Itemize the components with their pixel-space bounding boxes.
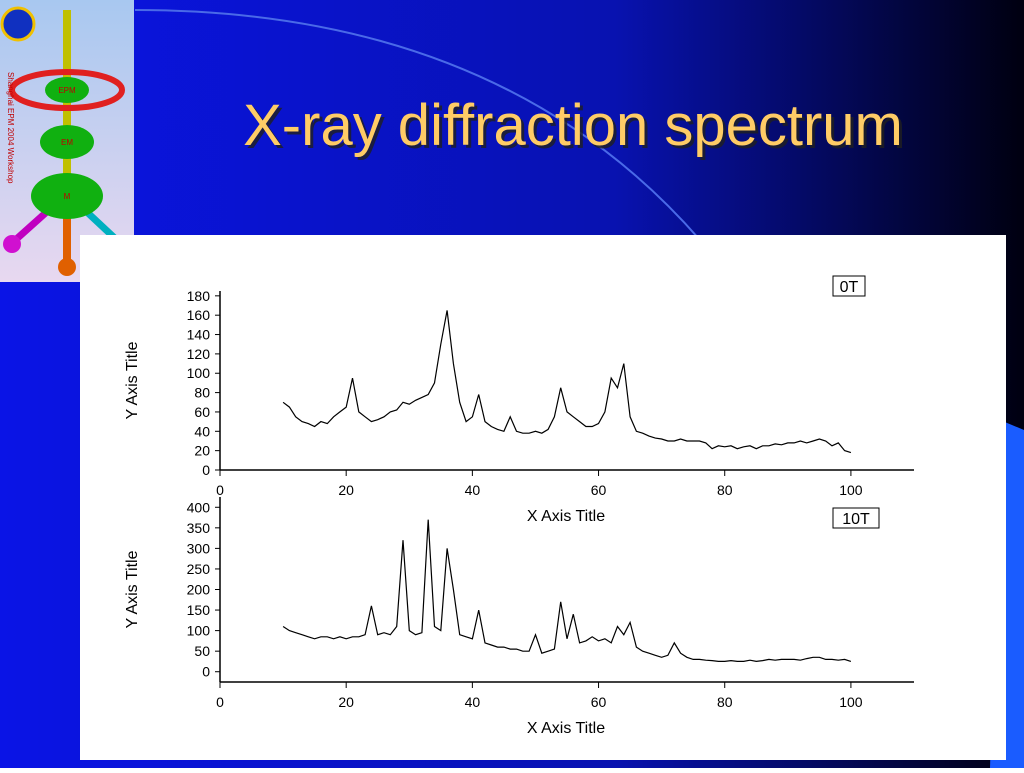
x-tick-label: 20 bbox=[338, 694, 354, 710]
annotation-box bbox=[832, 275, 866, 297]
y-tick-label: 400 bbox=[187, 499, 211, 515]
annotation-box bbox=[832, 507, 880, 529]
x-tick-label: 100 bbox=[839, 482, 863, 498]
y-tick-label: 300 bbox=[187, 540, 211, 556]
y-tick-label: 120 bbox=[187, 346, 211, 362]
y-tick-label: 0 bbox=[202, 664, 210, 680]
logo-caption: Shanghai EPM 2004 Workshop bbox=[6, 72, 15, 184]
figure-panel bbox=[80, 235, 1006, 760]
y-tick-label: 40 bbox=[194, 423, 210, 439]
x-tick-label: 0 bbox=[216, 482, 224, 498]
annotation: 0T bbox=[840, 279, 859, 296]
title-shadow: X-ray diffraction spectrum bbox=[246, 96, 906, 161]
y-tick-label: 350 bbox=[187, 520, 211, 536]
x-tick-label: 80 bbox=[717, 694, 733, 710]
y-tick-label: 60 bbox=[194, 404, 210, 420]
y-tick-label: 100 bbox=[187, 623, 211, 639]
y-tick-label: 20 bbox=[194, 443, 210, 459]
logo-label: EM bbox=[61, 138, 73, 147]
x-tick-label: 60 bbox=[591, 482, 607, 498]
x-axis-title: X Axis Title bbox=[527, 508, 605, 525]
y-tick-label: 0 bbox=[202, 462, 210, 478]
slide-title: X-ray diffraction spectrum bbox=[243, 93, 903, 158]
x-tick-label: 40 bbox=[465, 482, 481, 498]
x-tick-label: 0 bbox=[216, 694, 224, 710]
x-tick-label: 20 bbox=[338, 482, 354, 498]
y-axis-title: Y Axis Title bbox=[124, 341, 141, 419]
y-tick-label: 100 bbox=[187, 365, 211, 381]
x-tick-label: 40 bbox=[465, 694, 481, 710]
y-tick-label: 50 bbox=[194, 643, 210, 659]
x-tick-label: 80 bbox=[717, 482, 733, 498]
x-axis-title: X Axis Title bbox=[527, 720, 605, 737]
y-tick-label: 250 bbox=[187, 561, 211, 577]
y-tick-label: 150 bbox=[187, 602, 211, 618]
x-tick-label: 100 bbox=[839, 694, 863, 710]
logo-art bbox=[0, 6, 130, 276]
spectrum-line bbox=[282, 519, 852, 663]
y-tick-label: 140 bbox=[187, 327, 211, 343]
spectrum-line bbox=[282, 310, 852, 454]
y-tick-label: 80 bbox=[194, 385, 210, 401]
y-tick-label: 180 bbox=[187, 288, 211, 304]
x-tick-label: 60 bbox=[591, 694, 607, 710]
swoosh bbox=[134, 9, 701, 241]
y-axis-title: Y Axis Title bbox=[124, 550, 141, 628]
logo-label: M bbox=[64, 192, 71, 201]
annotation: 10T bbox=[842, 511, 870, 528]
y-tick-label: 200 bbox=[187, 582, 211, 598]
y-tick-label: 160 bbox=[187, 307, 211, 323]
logo-label: EPM bbox=[58, 86, 76, 95]
